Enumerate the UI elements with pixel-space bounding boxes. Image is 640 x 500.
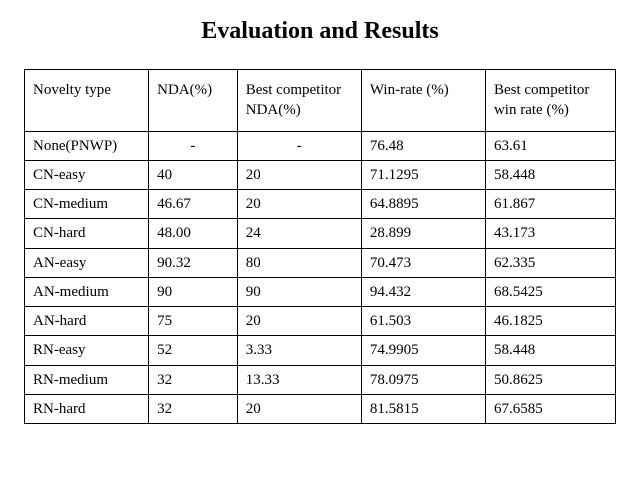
cell-novelty: AN-medium	[25, 277, 149, 306]
cell-best-nda: 13.33	[237, 365, 361, 394]
cell-novelty: CN-hard	[25, 219, 149, 248]
cell-best-winrate: 50.8625	[485, 365, 615, 394]
cell-novelty: AN-easy	[25, 248, 149, 277]
cell-best-nda: 3.33	[237, 336, 361, 365]
cell-best-nda: 20	[237, 190, 361, 219]
col-header-novelty: Novelty type	[25, 70, 149, 132]
cell-best-winrate: 58.448	[485, 336, 615, 365]
cell-best-winrate: 63.61	[485, 131, 615, 160]
cell-best-nda: 20	[237, 307, 361, 336]
cell-nda: 90	[149, 277, 238, 306]
col-header-best-nda: Best competitor NDA(%)	[237, 70, 361, 132]
page-title: Evaluation and Results	[24, 18, 616, 45]
cell-nda: -	[149, 131, 238, 160]
col-header-nda: NDA(%)	[149, 70, 238, 132]
table-row: CN-medium 46.67 20 64.8895 61.867	[25, 190, 616, 219]
cell-best-winrate: 68.5425	[485, 277, 615, 306]
cell-best-nda: -	[237, 131, 361, 160]
cell-nda: 52	[149, 336, 238, 365]
results-table: Novelty type NDA(%) Best competitor NDA(…	[24, 69, 616, 424]
cell-nda: 32	[149, 394, 238, 423]
table-row: AN-medium 90 90 94.432 68.5425	[25, 277, 616, 306]
cell-winrate: 78.0975	[361, 365, 485, 394]
cell-winrate: 74.9905	[361, 336, 485, 365]
cell-best-nda: 20	[237, 160, 361, 189]
cell-novelty: AN-hard	[25, 307, 149, 336]
table-row: RN-hard 32 20 81.5815 67.6585	[25, 394, 616, 423]
page: Evaluation and Results Novelty type NDA(…	[0, 0, 640, 500]
cell-winrate: 28.899	[361, 219, 485, 248]
cell-novelty: RN-medium	[25, 365, 149, 394]
cell-best-nda: 20	[237, 394, 361, 423]
cell-nda: 32	[149, 365, 238, 394]
table-body: Novelty type NDA(%) Best competitor NDA(…	[25, 70, 616, 424]
cell-nda: 90.32	[149, 248, 238, 277]
table-row: AN-easy 90.32 80 70.473 62.335	[25, 248, 616, 277]
cell-nda: 46.67	[149, 190, 238, 219]
cell-best-nda: 80	[237, 248, 361, 277]
table-row: RN-easy 52 3.33 74.9905 58.448	[25, 336, 616, 365]
table-row: None(PNWP) - - 76.48 63.61	[25, 131, 616, 160]
cell-winrate: 71.1295	[361, 160, 485, 189]
cell-nda: 75	[149, 307, 238, 336]
cell-novelty: RN-hard	[25, 394, 149, 423]
cell-best-nda: 90	[237, 277, 361, 306]
cell-best-winrate: 43.173	[485, 219, 615, 248]
cell-novelty: RN-easy	[25, 336, 149, 365]
cell-best-winrate: 67.6585	[485, 394, 615, 423]
cell-winrate: 81.5815	[361, 394, 485, 423]
table-row: CN-easy 40 20 71.1295 58.448	[25, 160, 616, 189]
cell-winrate: 70.473	[361, 248, 485, 277]
cell-winrate: 61.503	[361, 307, 485, 336]
cell-best-winrate: 58.448	[485, 160, 615, 189]
cell-novelty: None(PNWP)	[25, 131, 149, 160]
cell-best-nda: 24	[237, 219, 361, 248]
cell-winrate: 94.432	[361, 277, 485, 306]
cell-novelty: CN-easy	[25, 160, 149, 189]
table-header-row: Novelty type NDA(%) Best competitor NDA(…	[25, 70, 616, 132]
cell-novelty: CN-medium	[25, 190, 149, 219]
col-header-winrate: Win-rate (%)	[361, 70, 485, 132]
cell-best-winrate: 61.867	[485, 190, 615, 219]
cell-nda: 48.00	[149, 219, 238, 248]
cell-winrate: 64.8895	[361, 190, 485, 219]
cell-best-winrate: 62.335	[485, 248, 615, 277]
col-header-best-winrate: Best competitor win rate (%)	[485, 70, 615, 132]
table-row: RN-medium 32 13.33 78.0975 50.8625	[25, 365, 616, 394]
table-row: AN-hard 75 20 61.503 46.1825	[25, 307, 616, 336]
table-row: CN-hard 48.00 24 28.899 43.173	[25, 219, 616, 248]
cell-nda: 40	[149, 160, 238, 189]
cell-best-winrate: 46.1825	[485, 307, 615, 336]
cell-winrate: 76.48	[361, 131, 485, 160]
